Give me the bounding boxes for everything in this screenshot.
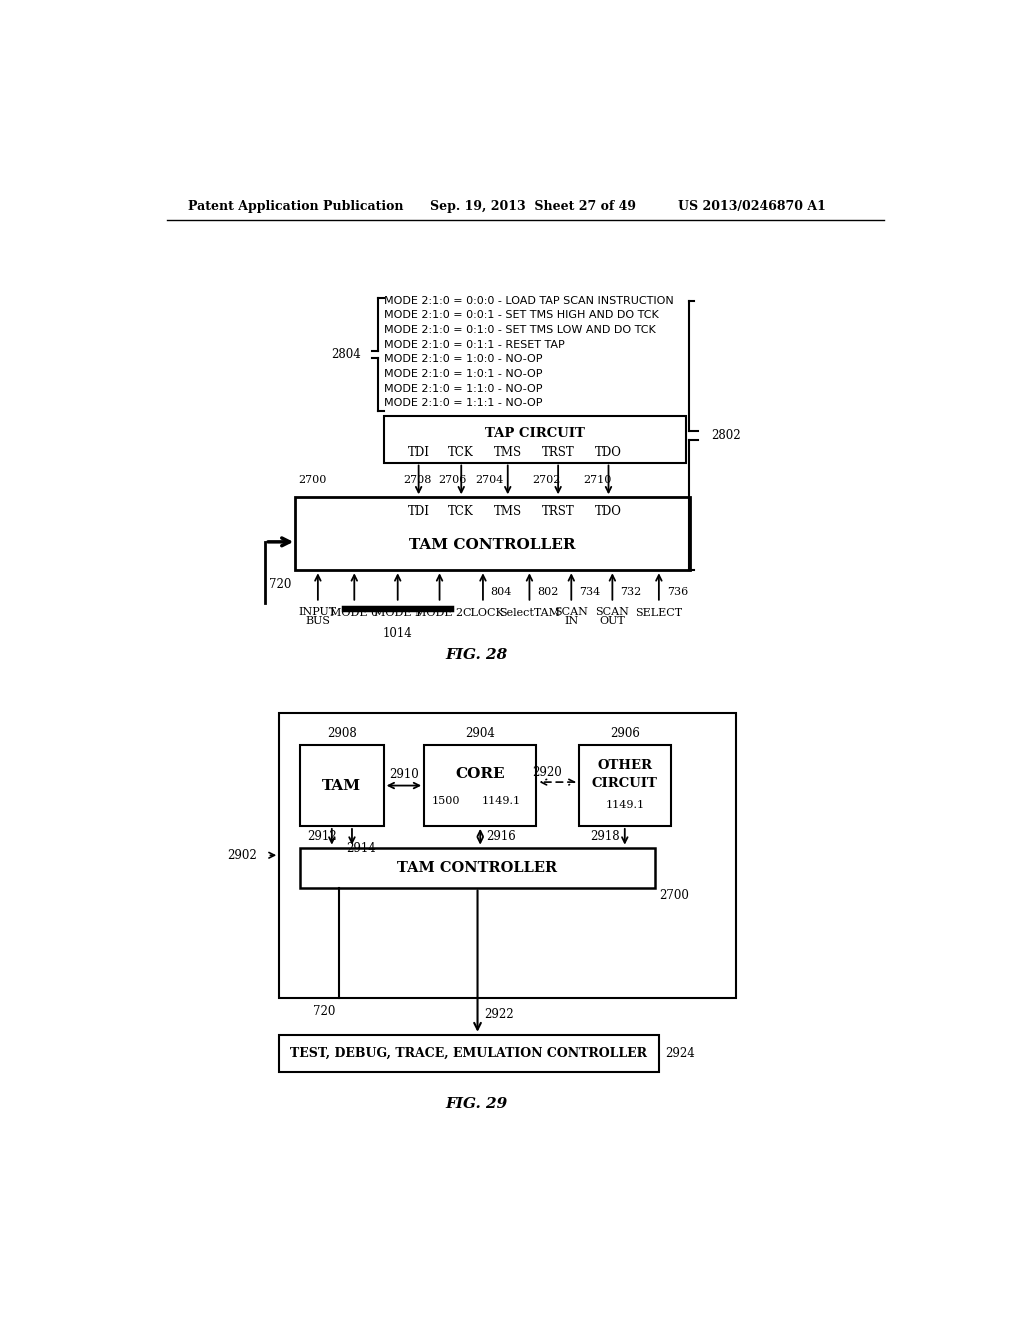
Text: 2802: 2802: [711, 429, 740, 442]
Bar: [295, 498, 690, 570]
Text: TDO: TDO: [595, 446, 622, 459]
Text: MODE 2:1:0 = 0:0:0 - LOAD TAP SCAN INSTRUCTION: MODE 2:1:0 = 0:0:0 - LOAD TAP SCAN INSTR…: [384, 296, 674, 306]
Text: INPUT: INPUT: [299, 607, 337, 616]
Text: 732: 732: [621, 587, 641, 597]
Text: TCK: TCK: [449, 446, 474, 459]
Text: MODE 1: MODE 1: [374, 609, 422, 619]
Text: 2922: 2922: [483, 1008, 513, 1022]
Text: TRST: TRST: [542, 446, 574, 459]
Text: MODE 0: MODE 0: [330, 609, 378, 619]
Text: 2704: 2704: [475, 475, 504, 486]
Bar: [579, 744, 671, 826]
Text: 2906: 2906: [610, 727, 640, 741]
Text: TAM CONTROLLER: TAM CONTROLLER: [409, 539, 575, 552]
Text: TMS: TMS: [494, 504, 522, 517]
Text: IN: IN: [564, 616, 579, 626]
Text: 1500: 1500: [431, 796, 460, 805]
Text: TMS: TMS: [494, 446, 522, 459]
Text: MODE 2:1:0 = 1:0:0 - NO-OP: MODE 2:1:0 = 1:0:0 - NO-OP: [384, 354, 543, 364]
Text: 2708: 2708: [403, 475, 431, 486]
Text: 2710: 2710: [584, 475, 612, 486]
Text: 2920: 2920: [532, 766, 562, 779]
Text: 1014: 1014: [383, 627, 413, 640]
Text: BUS: BUS: [305, 616, 331, 626]
Text: TAM: TAM: [323, 779, 361, 792]
Text: SCAN: SCAN: [554, 607, 588, 616]
Text: 2914: 2914: [346, 842, 376, 855]
Text: 802: 802: [538, 587, 558, 597]
Text: FIG. 28: FIG. 28: [445, 648, 508, 663]
Text: TAP CIRCUIT: TAP CIRCUIT: [485, 426, 585, 440]
Text: 804: 804: [490, 587, 512, 597]
Text: TDO: TDO: [595, 504, 622, 517]
Bar: [280, 713, 736, 998]
Text: MODE 2:1:0 = 1:1:0 - NO-OP: MODE 2:1:0 = 1:1:0 - NO-OP: [384, 384, 543, 393]
Text: 720: 720: [269, 578, 292, 591]
Text: MODE 2:1:0 = 1:1:1 - NO-OP: MODE 2:1:0 = 1:1:1 - NO-OP: [384, 399, 543, 408]
Text: 2924: 2924: [665, 1047, 695, 1060]
Text: MODE 2:1:0 = 1:0:1 - NO-OP: MODE 2:1:0 = 1:0:1 - NO-OP: [384, 370, 543, 379]
Bar: [424, 744, 537, 826]
Text: Sep. 19, 2013  Sheet 27 of 49: Sep. 19, 2013 Sheet 27 of 49: [430, 201, 636, 214]
Text: 2912: 2912: [307, 830, 337, 843]
Text: TCK: TCK: [449, 504, 474, 517]
Text: 1149.1: 1149.1: [605, 800, 644, 810]
Text: 2706: 2706: [438, 475, 466, 486]
Text: OTHER
CIRCUIT: OTHER CIRCUIT: [592, 759, 657, 789]
Text: FIG. 29: FIG. 29: [445, 1097, 508, 1111]
Text: 2700: 2700: [299, 475, 327, 486]
Text: 2910: 2910: [389, 767, 419, 780]
Text: 2904: 2904: [465, 727, 496, 741]
Text: 2918: 2918: [590, 830, 620, 843]
Text: 734: 734: [579, 587, 600, 597]
Text: OUT: OUT: [599, 616, 626, 626]
Text: SCAN: SCAN: [595, 607, 630, 616]
Text: 2804: 2804: [332, 348, 361, 360]
Text: US 2013/0246870 A1: US 2013/0246870 A1: [678, 201, 826, 214]
Text: MODE 2: MODE 2: [416, 609, 464, 619]
Text: CORE: CORE: [456, 767, 505, 781]
Text: TEST, DEBUG, TRACE, EMULATION CONTROLLER: TEST, DEBUG, TRACE, EMULATION CONTROLLER: [291, 1047, 647, 1060]
Text: TRST: TRST: [542, 504, 574, 517]
Bar: [300, 847, 655, 887]
Text: 2916: 2916: [486, 830, 516, 843]
Text: 1149.1: 1149.1: [482, 796, 521, 805]
Text: MODE 2:1:0 = 0:1:0 - SET TMS LOW AND DO TCK: MODE 2:1:0 = 0:1:0 - SET TMS LOW AND DO …: [384, 325, 655, 335]
Text: TAM CONTROLLER: TAM CONTROLLER: [397, 861, 558, 875]
Text: TDI: TDI: [408, 446, 430, 459]
Text: 2902: 2902: [227, 849, 257, 862]
Text: 720: 720: [312, 1005, 335, 1018]
Text: 2700: 2700: [658, 888, 689, 902]
Text: 2908: 2908: [327, 727, 356, 741]
Text: 736: 736: [667, 587, 688, 597]
Bar: [384, 416, 686, 462]
Text: Patent Application Publication: Patent Application Publication: [188, 201, 403, 214]
Text: CLOCK: CLOCK: [462, 609, 504, 619]
Text: TDI: TDI: [408, 504, 430, 517]
Bar: [280, 1035, 658, 1072]
Bar: [300, 744, 384, 826]
Text: SELECT: SELECT: [635, 609, 682, 619]
Text: MODE 2:1:0 = 0:1:1 - RESET TAP: MODE 2:1:0 = 0:1:1 - RESET TAP: [384, 339, 564, 350]
Text: SelectTAM: SelectTAM: [499, 609, 560, 619]
Text: MODE 2:1:0 = 0:0:1 - SET TMS HIGH AND DO TCK: MODE 2:1:0 = 0:0:1 - SET TMS HIGH AND DO…: [384, 310, 658, 321]
Text: 2702: 2702: [532, 475, 561, 486]
